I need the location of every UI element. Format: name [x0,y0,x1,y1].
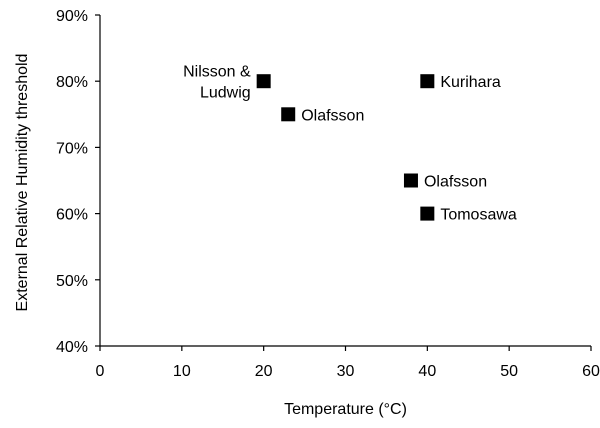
x-tick-label: 20 [255,363,273,380]
y-tick-label: 70% [56,140,88,157]
data-point-marker [420,74,435,89]
y-axis-ticks: 40% 50% 60% 70% 80% 90% [56,8,100,356]
data-point-label: Ludwig [200,85,251,102]
x-tick-label: 60 [582,363,600,380]
y-tick-label: 40% [56,339,88,356]
data-point-label: Olafsson [424,174,487,191]
x-tick-label: 10 [173,363,191,380]
x-axis-ticks: 0 10 20 30 40 50 60 [96,346,600,380]
y-tick-label: 60% [56,207,88,224]
x-tick-label: 50 [500,363,518,380]
data-point-marker [420,206,435,221]
x-axis-title: Temperature (°C) [284,401,407,418]
data-point-label: Tomosawa [440,207,517,224]
data-point-marker [256,74,271,89]
x-tick-label: 40 [418,363,436,380]
data-point-label: Nilsson & [183,64,251,81]
y-tick-label: 50% [56,273,88,290]
x-tick-label: 0 [96,363,105,380]
data-point-marker [281,107,296,122]
y-tick-label: 90% [56,8,88,25]
data-point-label: Olafsson [301,107,364,124]
plot-area: 40% 50% 60% 70% 80% 90% 0 10 20 30 40 50 60 Nilsson… [56,8,600,380]
data-point-label: Kurihara [440,74,501,91]
data-points: Nilsson & Ludwig Olafsson Kurihara Olafsson T… [183,64,517,224]
data-point-marker [403,173,418,188]
y-axis-title: External Relative Humidity threshold [14,54,31,312]
y-tick-label: 80% [56,74,88,91]
x-tick-label: 30 [337,363,355,380]
